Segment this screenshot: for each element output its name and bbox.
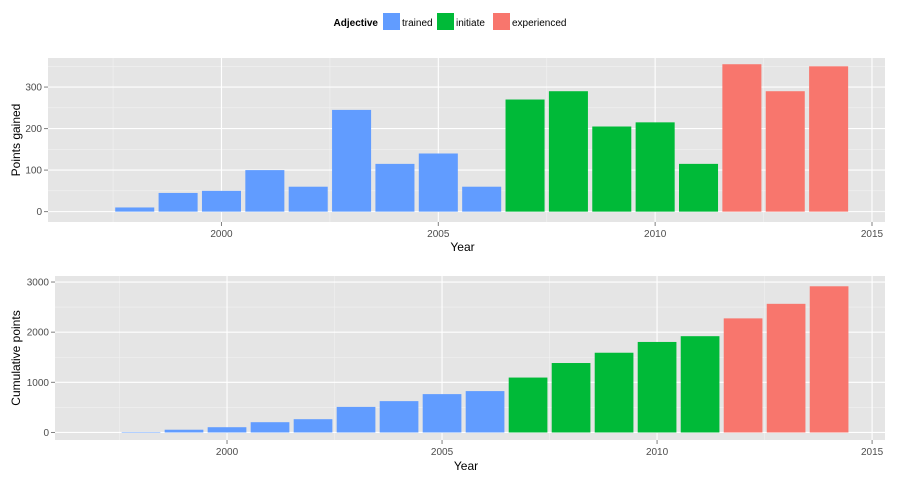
y-tick-label: 300	[25, 83, 42, 94]
x-tick-label: 2005	[431, 447, 454, 458]
bar-2003	[336, 406, 376, 433]
bar-2013	[766, 303, 806, 433]
bar-2008	[548, 91, 588, 212]
bar-2010	[637, 341, 677, 433]
bar-2001	[245, 170, 285, 212]
bar-2010	[635, 122, 675, 212]
bar-1999	[158, 192, 198, 212]
bar-2014	[809, 286, 849, 433]
y-tick-label: 100	[25, 166, 42, 177]
bar-2001	[250, 422, 290, 433]
bar-2012	[723, 318, 763, 433]
x-tick-label: 2015	[861, 447, 884, 458]
bar-2005	[418, 153, 458, 212]
y-tick-label: 0	[43, 428, 49, 439]
bar-2011	[680, 336, 720, 433]
x-axis-title: Year	[454, 459, 478, 473]
legend-label-experienced: experienced	[512, 18, 566, 29]
y-tick-label: 200	[25, 124, 42, 135]
legend-entry-initiate: initiate	[437, 13, 485, 30]
bar-2011	[679, 163, 719, 212]
y-tick-label: 0	[36, 207, 42, 218]
legend-entry-trained: trained	[383, 13, 433, 30]
legend-title: Adjective	[334, 18, 379, 29]
y-tick-label: 3000	[27, 278, 50, 289]
bar-2005	[422, 394, 462, 433]
bar-2007	[505, 99, 545, 212]
bar-1998	[115, 207, 155, 212]
x-tick-label: 2000	[216, 447, 239, 458]
bar-2006	[462, 186, 502, 212]
bar-2006	[465, 391, 505, 433]
legend-label-initiate: initiate	[456, 18, 485, 29]
y-tick-label: 1000	[27, 378, 50, 389]
legend-swatch-trained	[383, 13, 400, 30]
y-tick-label: 2000	[27, 328, 50, 339]
x-axis-title: Year	[450, 240, 474, 254]
bar-2008	[551, 363, 591, 433]
legend-entry-experienced: experienced	[493, 13, 566, 30]
bar-2000	[207, 427, 247, 433]
bar-2004	[375, 163, 415, 212]
bar-2007	[508, 377, 548, 433]
bar-1998	[121, 431, 161, 433]
bar-2013	[765, 91, 805, 212]
bar-2000	[201, 190, 241, 212]
bar-1999	[164, 429, 204, 433]
bar-2002	[293, 419, 333, 433]
bar-2004	[379, 401, 419, 433]
bar-2009	[594, 352, 634, 433]
panel-cumulative-points: 2000 2005 2010 2015 0 1000 2000 3000 Year Cumulat…	[9, 276, 885, 473]
x-tick-label: 2010	[646, 447, 669, 458]
bar-2009	[592, 126, 632, 212]
legend: Adjective trained initiate experienced	[334, 13, 566, 30]
legend-swatch-experienced	[493, 13, 510, 30]
legend-label-trained: trained	[402, 18, 433, 29]
x-tick-label: 2000	[210, 229, 233, 240]
y-axis-title: Cumulative points	[9, 310, 23, 405]
x-tick-label: 2010	[644, 229, 667, 240]
panel-points-gained: 2000 2005 2010 2015 0 100 200 300 Year Points gai…	[9, 58, 885, 254]
legend-swatch-initiate	[437, 13, 454, 30]
bar-2003	[332, 109, 372, 212]
x-tick-label: 2015	[861, 229, 884, 240]
bar-2002	[288, 186, 328, 212]
bar-2014	[809, 66, 849, 212]
y-axis-title: Points gained	[9, 104, 23, 177]
bar-2012	[722, 64, 762, 212]
x-tick-label: 2005	[427, 229, 450, 240]
